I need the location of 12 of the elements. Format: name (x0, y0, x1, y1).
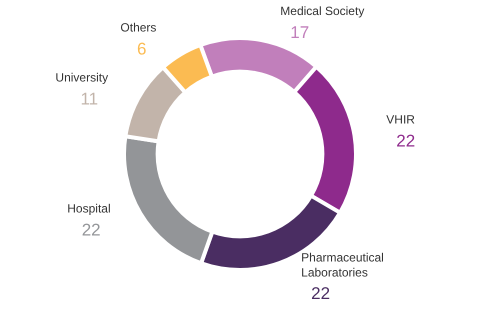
slice-label: VHIR (386, 112, 416, 127)
data-label: 22 (82, 220, 101, 240)
data-label: 11 (80, 90, 98, 108)
slice-label: Pharmaceutical Laboratories (301, 250, 384, 280)
data-label: 17 (290, 22, 310, 42)
slice-label: Hospital (67, 201, 111, 216)
data-label: 22 (311, 284, 330, 304)
slice-label: Others (120, 20, 156, 34)
slice-label: Medical Society (280, 4, 364, 18)
data-label: 22 (396, 132, 416, 151)
data-label: 6 (136, 39, 146, 58)
slice-label: University (55, 70, 108, 85)
